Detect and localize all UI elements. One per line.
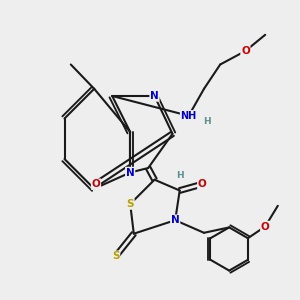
Text: S: S bbox=[112, 251, 120, 261]
Text: S: S bbox=[127, 199, 134, 209]
Text: N: N bbox=[150, 91, 159, 101]
Text: H: H bbox=[176, 171, 184, 180]
Text: NH: NH bbox=[181, 111, 197, 121]
Text: H: H bbox=[203, 117, 211, 126]
Text: N: N bbox=[171, 215, 180, 225]
Text: O: O bbox=[92, 179, 100, 189]
Text: N: N bbox=[126, 167, 135, 178]
Text: O: O bbox=[241, 46, 250, 56]
Text: O: O bbox=[198, 179, 207, 189]
Text: O: O bbox=[261, 221, 270, 232]
